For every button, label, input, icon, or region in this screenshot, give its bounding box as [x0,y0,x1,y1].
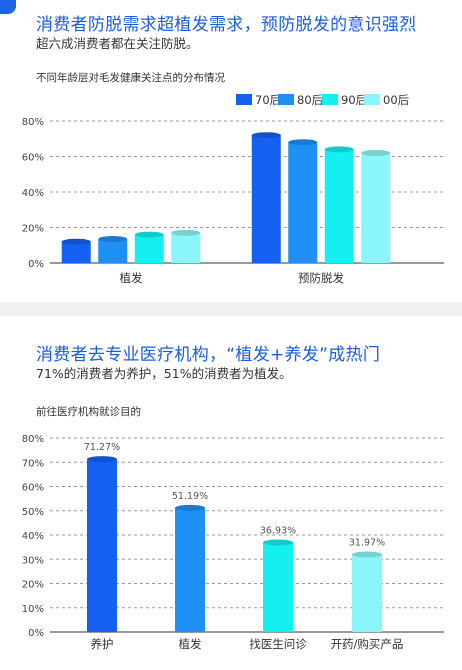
chart2-ytick-label: 0% [28,628,44,639]
chart1-bar [61,238,91,263]
chart1-bar-body [251,135,281,263]
chart1-bar-cap [288,139,318,146]
chart1-bar-cap [324,146,354,153]
section-bottom: 消费者去专业医疗机构，“植发+养发”成热门 71%的消费者为养护，51%的消费者… [0,316,462,670]
chart2-bar [87,456,117,632]
chart1-ytick-label: 60% [22,153,44,164]
chart1-legend-swatch [236,94,252,105]
chart1-bar-cap [251,132,281,139]
chart2-bar-cap [263,539,293,546]
corner-tab-marker [0,0,16,14]
section2-subtitle: 71%的消费者为养护，51%的消费者为植发。 [36,366,292,381]
chart1-legend-swatch [364,94,380,105]
chart1-xtick-label: 植发 [120,271,143,285]
chart1-bar [171,229,201,263]
chart1-bar-cap [361,149,391,156]
chart1-legend-label: 70后 [255,93,281,107]
chart1-ytick-label: 80% [22,117,44,128]
section1-subtitle: 超六成消费者都在关注防脱。 [36,36,199,51]
chart1-legend-swatch [278,94,294,105]
chart1-bar [288,139,318,263]
section1-title: 消费者防脱需求超植发需求，预防脱发的意识强烈 [36,15,417,35]
chart1-bar [361,149,391,263]
chart1-ytick-label: 20% [22,224,44,235]
chart1-bar [324,146,354,263]
chart2-bar-body [87,459,117,632]
chart2-value-label: 31.97% [349,537,385,548]
chart2-bar [352,551,382,632]
chart1-bar-body [324,149,354,263]
chart2-bar [175,504,205,632]
chart2-bar-cap [352,551,382,558]
chart1-ytick-label: 40% [22,188,44,199]
chart1-legend-swatch [322,94,338,105]
chart2-xtick-label: 植发 [179,637,202,651]
chart2-bar-body [352,554,382,632]
chart2-ytick-label: 20% [22,580,44,591]
chart2-value-label: 36.93% [260,525,296,536]
chart1-title: 不同年龄层对毛发健康关注点的分布情况 [36,72,225,84]
chart2-ytick-label: 30% [22,555,44,566]
chart1-legend-label: 80后 [297,93,323,107]
chart2-title: 前往医疗机构就诊目的 [36,406,141,418]
chart1-bar-body [288,142,318,263]
chart1-bar-body [61,241,91,263]
chart1-xtick-label: 预防脱发 [298,271,344,285]
chart1-bar [134,231,164,263]
chart1-bar-body [134,234,164,263]
chart2-bar-cap [175,504,205,511]
chart2-xtick-label: 养护 [91,637,114,651]
chart1-ytick-label: 0% [28,259,44,270]
section-top: 消费者防脱需求超植发需求，预防脱发的意识强烈 超六成消费者都在关注防脱。 不同年… [0,0,462,302]
chart2-value-label: 71.27% [84,442,120,453]
chart1-bar-body [361,152,391,263]
chart2-ytick-label: 40% [22,531,44,542]
chart1-bar-body [98,239,128,263]
chart2-ytick-label: 50% [22,507,44,518]
chart2-ytick-label: 10% [22,604,44,615]
chart1-bar-cap [61,238,91,245]
section2-title: 消费者去专业医疗机构，“植发+养发”成热门 [36,345,381,365]
chart1-bar [98,236,128,263]
chart2-bar-body [175,507,205,632]
chart1-bar [251,132,281,263]
chart1-legend-label: 00后 [383,93,409,107]
chart2-ytick-label: 80% [22,434,44,445]
chart2-bar-cap [87,456,117,463]
chart1-bar-cap [98,236,128,243]
chart2-xtick-label: 开药/购买产品 [331,637,404,651]
chart2-visit-purpose: 0% 10% 20% 30% 40% 50% 60% 70% 80% 71.27% 养护 51.19%… [22,434,444,651]
chart2-ytick-label: 60% [22,483,44,494]
chart2-bar-body [263,542,293,632]
chart2-value-label: 51.19% [172,491,208,502]
chart1-bar-cap [134,231,164,238]
chart1-bar-cap [171,229,201,236]
chart2-xtick-label: 找医生问诊 [249,637,307,651]
chart1-bar-body [171,232,201,263]
chart1-legend-label: 90后 [341,93,367,107]
chart2-bar [263,539,293,632]
chart2-ytick-label: 70% [22,458,44,469]
